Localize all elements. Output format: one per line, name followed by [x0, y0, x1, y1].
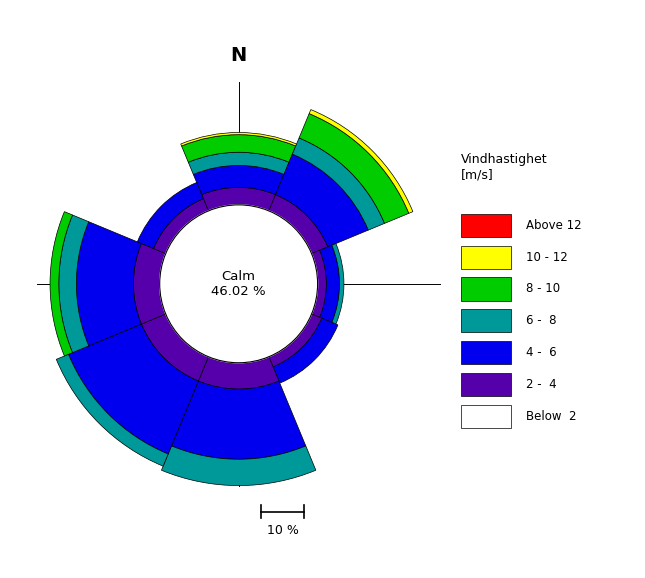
- Text: N: N: [230, 46, 247, 65]
- Wedge shape: [172, 381, 306, 460]
- Wedge shape: [50, 212, 72, 356]
- Wedge shape: [194, 165, 284, 195]
- Bar: [461, 246, 511, 269]
- Wedge shape: [154, 199, 208, 254]
- Bar: [461, 309, 511, 332]
- Bar: [461, 214, 511, 237]
- Wedge shape: [141, 314, 208, 381]
- Circle shape: [160, 205, 317, 363]
- Wedge shape: [182, 135, 295, 162]
- Wedge shape: [312, 250, 326, 317]
- Text: 8 - 10: 8 - 10: [526, 283, 560, 295]
- Text: Above 12: Above 12: [526, 219, 581, 232]
- Text: 10 - 12: 10 - 12: [526, 251, 568, 264]
- Text: 6 -  8: 6 - 8: [526, 314, 556, 327]
- Wedge shape: [332, 243, 344, 324]
- Bar: [461, 277, 511, 301]
- Wedge shape: [134, 243, 166, 324]
- Text: 10 %: 10 %: [266, 524, 299, 537]
- Wedge shape: [269, 314, 322, 367]
- Text: 2 -  4: 2 - 4: [526, 378, 556, 391]
- Wedge shape: [299, 114, 409, 223]
- Wedge shape: [68, 324, 199, 454]
- Wedge shape: [161, 446, 316, 486]
- Bar: [461, 341, 511, 364]
- Wedge shape: [56, 354, 168, 466]
- Text: Below  2: Below 2: [526, 410, 576, 423]
- Bar: [461, 373, 511, 396]
- Wedge shape: [188, 152, 289, 175]
- Wedge shape: [59, 215, 89, 353]
- Wedge shape: [137, 183, 203, 249]
- Wedge shape: [202, 187, 275, 211]
- Wedge shape: [320, 245, 339, 323]
- Wedge shape: [273, 318, 338, 383]
- Wedge shape: [292, 138, 384, 230]
- Wedge shape: [181, 132, 297, 146]
- Wedge shape: [76, 222, 141, 346]
- Text: Calm
46.02 %: Calm 46.02 %: [212, 270, 266, 298]
- Wedge shape: [269, 195, 328, 254]
- Wedge shape: [275, 154, 368, 247]
- Text: Vindhastighet
[m/s]: Vindhastighet [m/s]: [461, 153, 547, 181]
- Bar: [461, 405, 511, 428]
- Text: 4 -  6: 4 - 6: [526, 346, 556, 359]
- Wedge shape: [309, 110, 413, 213]
- Wedge shape: [199, 357, 279, 389]
